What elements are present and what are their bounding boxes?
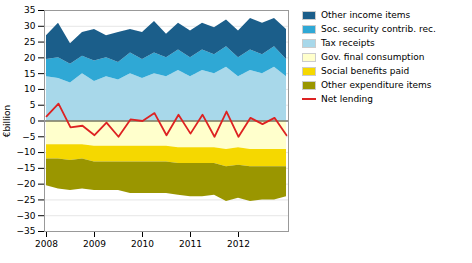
html-text:Social benefits paid: Social benefits paid [321, 66, 410, 76]
svg-text:2010: 2010 [131, 239, 154, 249]
svg-text:−20: −20 [17, 179, 36, 189]
svg-text:2011: 2011 [179, 239, 202, 249]
svg-text:20: 20 [24, 53, 36, 63]
svg-text:−5: −5 [22, 132, 35, 142]
svg-text:25: 25 [24, 37, 35, 47]
html-text:Other income items: Other income items [321, 10, 411, 20]
svg-text:−35: −35 [17, 226, 36, 236]
svg-text:5: 5 [30, 100, 36, 110]
svg-text:30: 30 [24, 21, 36, 31]
html-text:Net lending: Net lending [321, 94, 373, 104]
html-text:Other expenditure items: Other expenditure items [321, 80, 432, 90]
svg-text:−30: −30 [17, 211, 36, 221]
svg-text:15: 15 [24, 69, 35, 79]
svg-text:−15: −15 [17, 163, 36, 173]
html-text:Gov. final consumption: Gov. final consumption [321, 52, 425, 62]
svg-text:−10: −10 [17, 147, 36, 157]
svg-text:2012: 2012 [227, 239, 250, 249]
svg-text:€billion: €billion [2, 105, 12, 138]
html-text:Soc. security contrib. rec.: Soc. security contrib. rec. [321, 24, 436, 34]
svg-text:2008: 2008 [35, 239, 58, 249]
svg-text:0: 0 [30, 116, 36, 126]
svg-text:−25: −25 [17, 195, 36, 205]
svg-text:10: 10 [24, 84, 36, 94]
svg-text:35: 35 [24, 5, 35, 15]
html-text:Tax receipts: Tax receipts [321, 38, 375, 48]
svg-text:2009: 2009 [83, 239, 106, 249]
